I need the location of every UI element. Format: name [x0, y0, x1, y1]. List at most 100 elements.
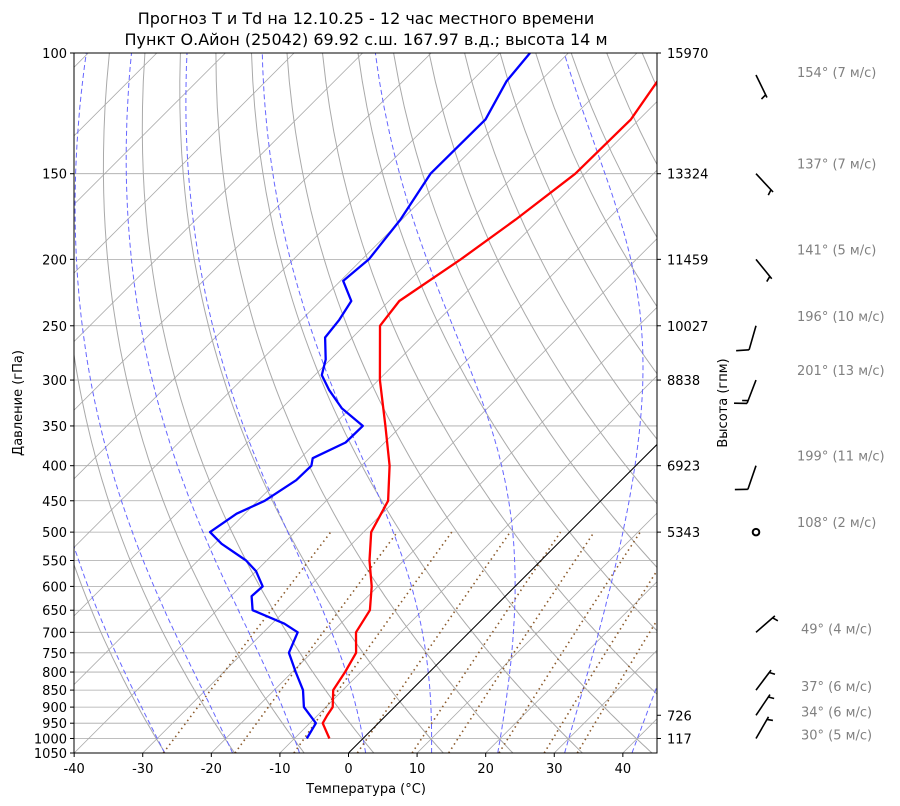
wind-label: 141° (5 м/с) — [797, 243, 876, 258]
calm-wind-circle — [751, 527, 761, 537]
right-axis-label: Высота (гпм) — [716, 358, 731, 447]
wind-barb — [734, 465, 757, 491]
isotherm-line — [142, 238, 657, 753]
wind-label: 137° (7 м/с) — [797, 158, 876, 173]
dewpoint-line — [208, 53, 531, 740]
isotherm-line — [74, 169, 657, 753]
wind-barb — [755, 716, 774, 739]
y-tick-label: 650 — [42, 604, 67, 619]
mixing-ratio-line — [293, 531, 453, 753]
height-tick-label: 726 — [667, 709, 692, 724]
dry-adiabat — [251, 53, 583, 753]
isotherm-line — [485, 581, 657, 753]
wind-label: 37° (6 м/с) — [801, 680, 872, 695]
temperature-line — [321, 79, 657, 739]
y-tick-label: 950 — [42, 717, 67, 732]
dry-adiabat — [428, 53, 657, 505]
moist-adiabat — [185, 53, 367, 753]
y-tick-label: 850 — [42, 684, 67, 699]
wind-label: 108° (2 м/с) — [797, 516, 876, 531]
wind-label: 30° (5 м/с) — [801, 728, 872, 743]
barb-half-feather — [760, 94, 767, 100]
barb-half-feather — [766, 276, 771, 283]
dry-adiabat — [102, 53, 305, 753]
wind-barb — [755, 74, 768, 100]
height-tick-label: 117 — [667, 732, 692, 747]
x-tick-label: -10 — [269, 762, 290, 777]
moist-adiabat — [74, 53, 234, 753]
y-tick-label: 800 — [42, 666, 67, 681]
wind-barb — [736, 325, 757, 352]
wind-label: 201° (13 м/с) — [797, 364, 885, 379]
dry-adiabat — [357, 53, 657, 632]
dry-adiabat — [464, 53, 657, 440]
height-tick-label: 11459 — [667, 253, 708, 268]
isotherm-line — [74, 100, 657, 686]
x-tick-label: -40 — [64, 762, 85, 777]
wind-barb — [734, 379, 757, 405]
x-tick-label: 40 — [615, 762, 632, 777]
isotherm-line — [416, 512, 657, 753]
isotherm-line — [74, 53, 226, 206]
barb-staff — [755, 258, 773, 280]
y-tick-label: 350 — [42, 420, 67, 435]
barb-full-feather — [736, 349, 750, 352]
mixing-ratio-line — [543, 569, 657, 753]
dry-adiabat — [74, 563, 166, 753]
barb-staff — [755, 173, 774, 193]
axes: -40 -30 -20 -10 0 10 20 30 40 100 150 200 250 300 350 4… — [34, 47, 708, 777]
x-tick-label: 0 — [344, 762, 352, 777]
barb-staff — [747, 465, 757, 490]
y-tick-label: 150 — [42, 168, 67, 183]
y-tick-label: 450 — [42, 495, 67, 510]
moist-adiabat — [563, 53, 644, 753]
moist-adiabat — [125, 53, 300, 753]
height-tick-label: 6923 — [667, 460, 700, 475]
barb-half-feather — [766, 718, 774, 722]
isotherm-line — [74, 53, 363, 343]
barb-staff — [755, 74, 768, 98]
mixing-ratio-line — [448, 531, 595, 753]
dry-adiabat — [74, 53, 236, 753]
mixing-ratio-line — [498, 531, 641, 753]
y-tick-label: 200 — [42, 253, 67, 268]
dry-adiabat — [322, 53, 657, 695]
y-tick-label: 600 — [42, 580, 67, 595]
dry-adiabat — [179, 53, 444, 753]
wind-label: 34° (6 м/с) — [801, 705, 872, 720]
x-tick-label: 30 — [546, 762, 563, 777]
zero-isotherm-line — [348, 443, 657, 753]
wind-barb — [751, 527, 761, 537]
dry-adiabat — [286, 53, 653, 753]
moist-adiabat — [631, 684, 657, 753]
wind-barbs: 154° (7 м/с) 137° (7 м/с) 141° (5 м/с) 196°… — [734, 66, 885, 743]
isotherm-line — [74, 53, 638, 617]
y-tick-label: 700 — [42, 626, 67, 641]
height-tick-label: 5343 — [667, 526, 700, 541]
dry-adiabat — [141, 53, 375, 753]
dry-adiabat — [499, 53, 657, 375]
barb-half-feather — [768, 696, 775, 700]
barb-staff — [755, 716, 770, 739]
chart-title-line-1: Прогноз T и Td на 12.10.25 - 12 час мест… — [138, 9, 594, 28]
background-grid — [74, 53, 900, 753]
barb-half-feather — [767, 189, 772, 196]
mixing-ratio-line — [576, 618, 657, 753]
wind-barb — [755, 615, 779, 633]
dry-adiabat — [393, 53, 657, 569]
wind-label: 199° (11 м/с) — [797, 450, 885, 465]
y-tick-label: 550 — [42, 555, 67, 570]
y-tick-label: 900 — [42, 701, 67, 716]
barb-staff — [755, 669, 772, 691]
x-axis-label: Температура (°C) — [305, 782, 426, 797]
x-tick-label: 10 — [409, 762, 426, 777]
wind-label: 154° (7 м/с) — [797, 66, 876, 81]
y-axis-label: Давление (гПа) — [11, 350, 26, 456]
barb-staff — [755, 694, 771, 716]
mixing-ratio-line — [162, 531, 332, 753]
dry-adiabat — [891, 53, 900, 753]
wind-barb — [755, 669, 776, 691]
isotherm-line — [74, 53, 432, 411]
chart-title-line-2: Пункт О.Айон (25042) 69.92 с.ш. 167.97 в… — [124, 30, 607, 49]
